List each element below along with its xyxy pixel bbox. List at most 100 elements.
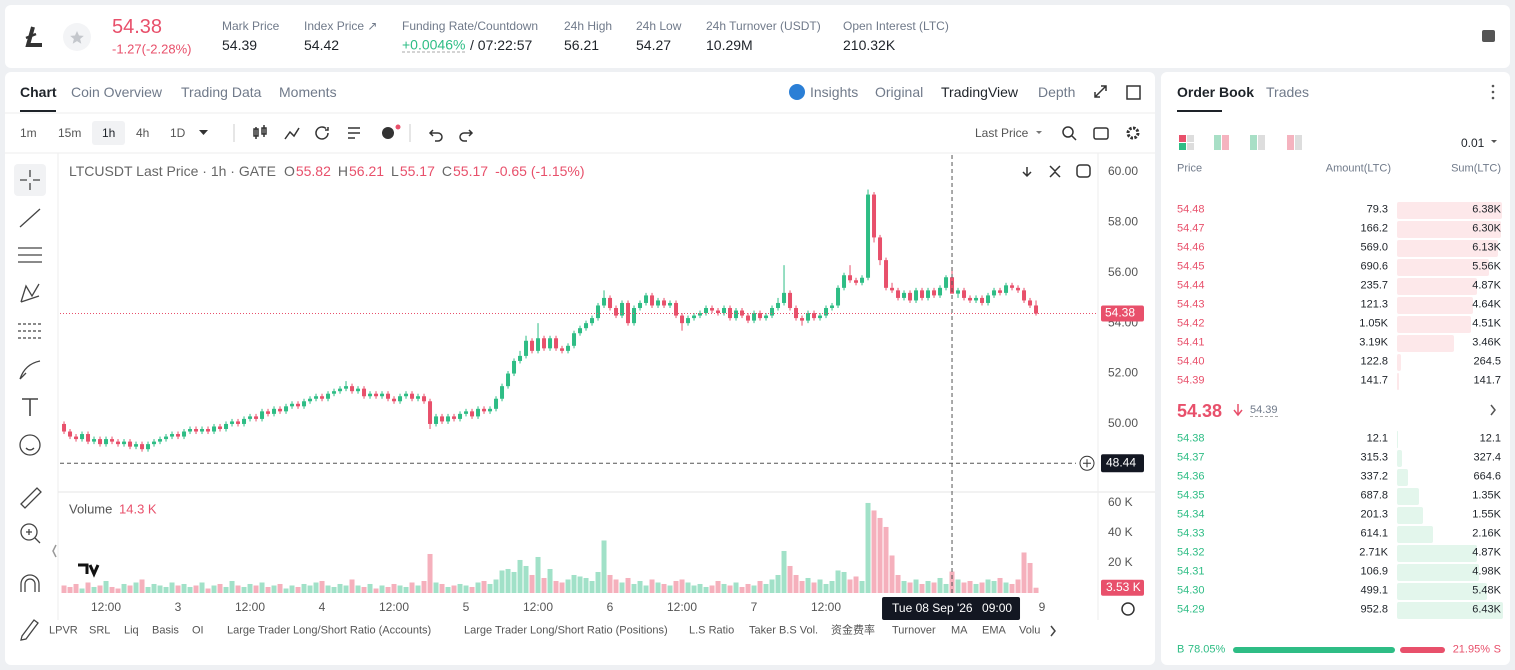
- zoom-tool[interactable]: [20, 523, 38, 541]
- search-icon[interactable]: [1062, 126, 1074, 138]
- redo-icon[interactable]: [459, 129, 474, 142]
- favorite-star[interactable]: [70, 31, 84, 44]
- volume-bar: [403, 586, 409, 593]
- indicator[interactable]: SRL: [89, 624, 111, 637]
- candle-icon[interactable]: [253, 125, 267, 139]
- depth-icon[interactable]: [1179, 135, 1186, 142]
- depth-icon[interactable]: [1287, 135, 1294, 150]
- chart-tab[interactable]: Moments: [279, 84, 337, 100]
- stat-value: +0.0046%: [402, 36, 466, 53]
- candle-body: [830, 305, 835, 309]
- crosshair-tool[interactable]: [20, 170, 40, 190]
- indicator[interactable]: LPVR: [49, 624, 78, 637]
- pencil-tool[interactable]: [20, 619, 39, 641]
- chart-tab[interactable]: Coin Overview: [71, 84, 163, 100]
- book-sum: 6.30K: [1472, 222, 1501, 235]
- settings-icon[interactable]: [1126, 126, 1140, 140]
- indicator[interactable]: 资金费率: [831, 624, 875, 637]
- indicator[interactable]: EMA: [982, 624, 1006, 637]
- indicator[interactable]: Taker B.S Vol.: [749, 624, 819, 637]
- interval[interactable]: 15m: [58, 126, 82, 140]
- candle-body: [290, 403, 295, 407]
- header-panel: [5, 5, 1510, 68]
- volume-bar: [283, 588, 289, 593]
- interval[interactable]: 4h: [136, 126, 150, 140]
- interval[interactable]: 1D: [170, 126, 186, 140]
- line-tool[interactable]: [19, 208, 41, 228]
- emoji-tool[interactable]: [19, 434, 41, 456]
- volume-bar: [991, 580, 997, 593]
- dropdown-arrow[interactable]: [1036, 131, 1042, 134]
- candle-body: [638, 302, 643, 309]
- chart-button[interactable]: [1076, 164, 1091, 178]
- depth-icon[interactable]: [1214, 135, 1221, 150]
- header-icon[interactable]: [1482, 30, 1495, 42]
- template-icon[interactable]: [348, 127, 360, 139]
- price-type[interactable]: Last Price: [975, 126, 1029, 140]
- legend-value: 55.17: [453, 163, 489, 179]
- chevron[interactable]: [1490, 404, 1496, 416]
- chart-button[interactable]: [1022, 167, 1032, 178]
- channel-tool[interactable]: [18, 247, 42, 263]
- camera-icon[interactable]: [1093, 127, 1109, 140]
- brush-tool[interactable]: [19, 360, 41, 380]
- chart-button[interactable]: [1049, 165, 1061, 178]
- indicator[interactable]: Turnover: [892, 624, 936, 637]
- indicator[interactable]: MA: [951, 624, 968, 637]
- indicator[interactable]: L.S Ratio: [689, 624, 735, 637]
- view-tab[interactable]: Insights: [810, 84, 859, 100]
- candle-body: [188, 428, 193, 432]
- emoji-tool-mouth: [25, 447, 35, 451]
- depth-bar: [1397, 583, 1488, 600]
- candle-body: [194, 428, 199, 432]
- chart-tab[interactable]: Chart: [20, 84, 57, 100]
- magnet-tool[interactable]: [20, 574, 40, 592]
- candle-body: [926, 290, 931, 298]
- indicator[interactable]: Volu: [1019, 624, 1041, 637]
- replay-icon[interactable]: [315, 126, 329, 140]
- zoom-tool-parts: [26, 529, 41, 544]
- indicator[interactable]: Large Trader Long/Short Ratio (Positions…: [464, 624, 668, 637]
- dropdown-arrow[interactable]: [1491, 140, 1497, 143]
- expand-icon[interactable]: [1094, 85, 1107, 98]
- interval[interactable]: 1h: [102, 126, 116, 140]
- volume-bar: [883, 526, 889, 593]
- view-tab[interactable]: TradingView: [941, 84, 1019, 100]
- indicator[interactable]: OI: [192, 624, 204, 637]
- window-icon[interactable]: [1126, 85, 1141, 100]
- candle-body: [860, 277, 865, 283]
- candle-body: [80, 434, 85, 440]
- volume-tick-label: 40 K: [1108, 525, 1133, 539]
- indicator[interactable]: Liq: [124, 624, 139, 637]
- volume-bar: [343, 585, 349, 593]
- volume-bar: [133, 582, 139, 593]
- depth-icon[interactable]: [1250, 135, 1257, 150]
- dropdown-arrow[interactable]: [199, 130, 208, 135]
- view-tab[interactable]: Original: [875, 84, 924, 100]
- chart-tab[interactable]: Trading Data: [181, 84, 262, 100]
- view-tab[interactable]: Depth: [1038, 84, 1076, 100]
- candle-body: [416, 396, 421, 399]
- book-tab[interactable]: Order Book: [1177, 84, 1255, 100]
- volume-bar: [511, 571, 517, 593]
- collapse-toolbar[interactable]: [52, 544, 57, 558]
- ruler-tool[interactable]: [20, 487, 42, 509]
- insights-icon[interactable]: [789, 84, 805, 100]
- axis-settings[interactable]: [1121, 602, 1135, 616]
- text-tool[interactable]: [22, 398, 38, 416]
- indicator-icon[interactable]: [284, 127, 300, 140]
- pattern-tool[interactable]: [20, 283, 40, 303]
- precision[interactable]: 0.01: [1461, 136, 1485, 150]
- book-tab[interactable]: Trades: [1266, 84, 1310, 100]
- interval[interactable]: 1m: [20, 126, 37, 140]
- indicator[interactable]: Basis: [152, 624, 179, 637]
- volume-bar: [451, 585, 457, 593]
- more-icon[interactable]: [1491, 84, 1495, 88]
- indicator-scroll[interactable]: [1050, 625, 1056, 637]
- undo-icon[interactable]: [428, 129, 443, 142]
- volume-bar: [1009, 583, 1015, 593]
- volume-bar: [139, 579, 145, 593]
- indicator[interactable]: Large Trader Long/Short Ratio (Accounts): [227, 624, 432, 637]
- add-icon[interactable]: [382, 127, 394, 139]
- fib-tool[interactable]: [18, 323, 42, 339]
